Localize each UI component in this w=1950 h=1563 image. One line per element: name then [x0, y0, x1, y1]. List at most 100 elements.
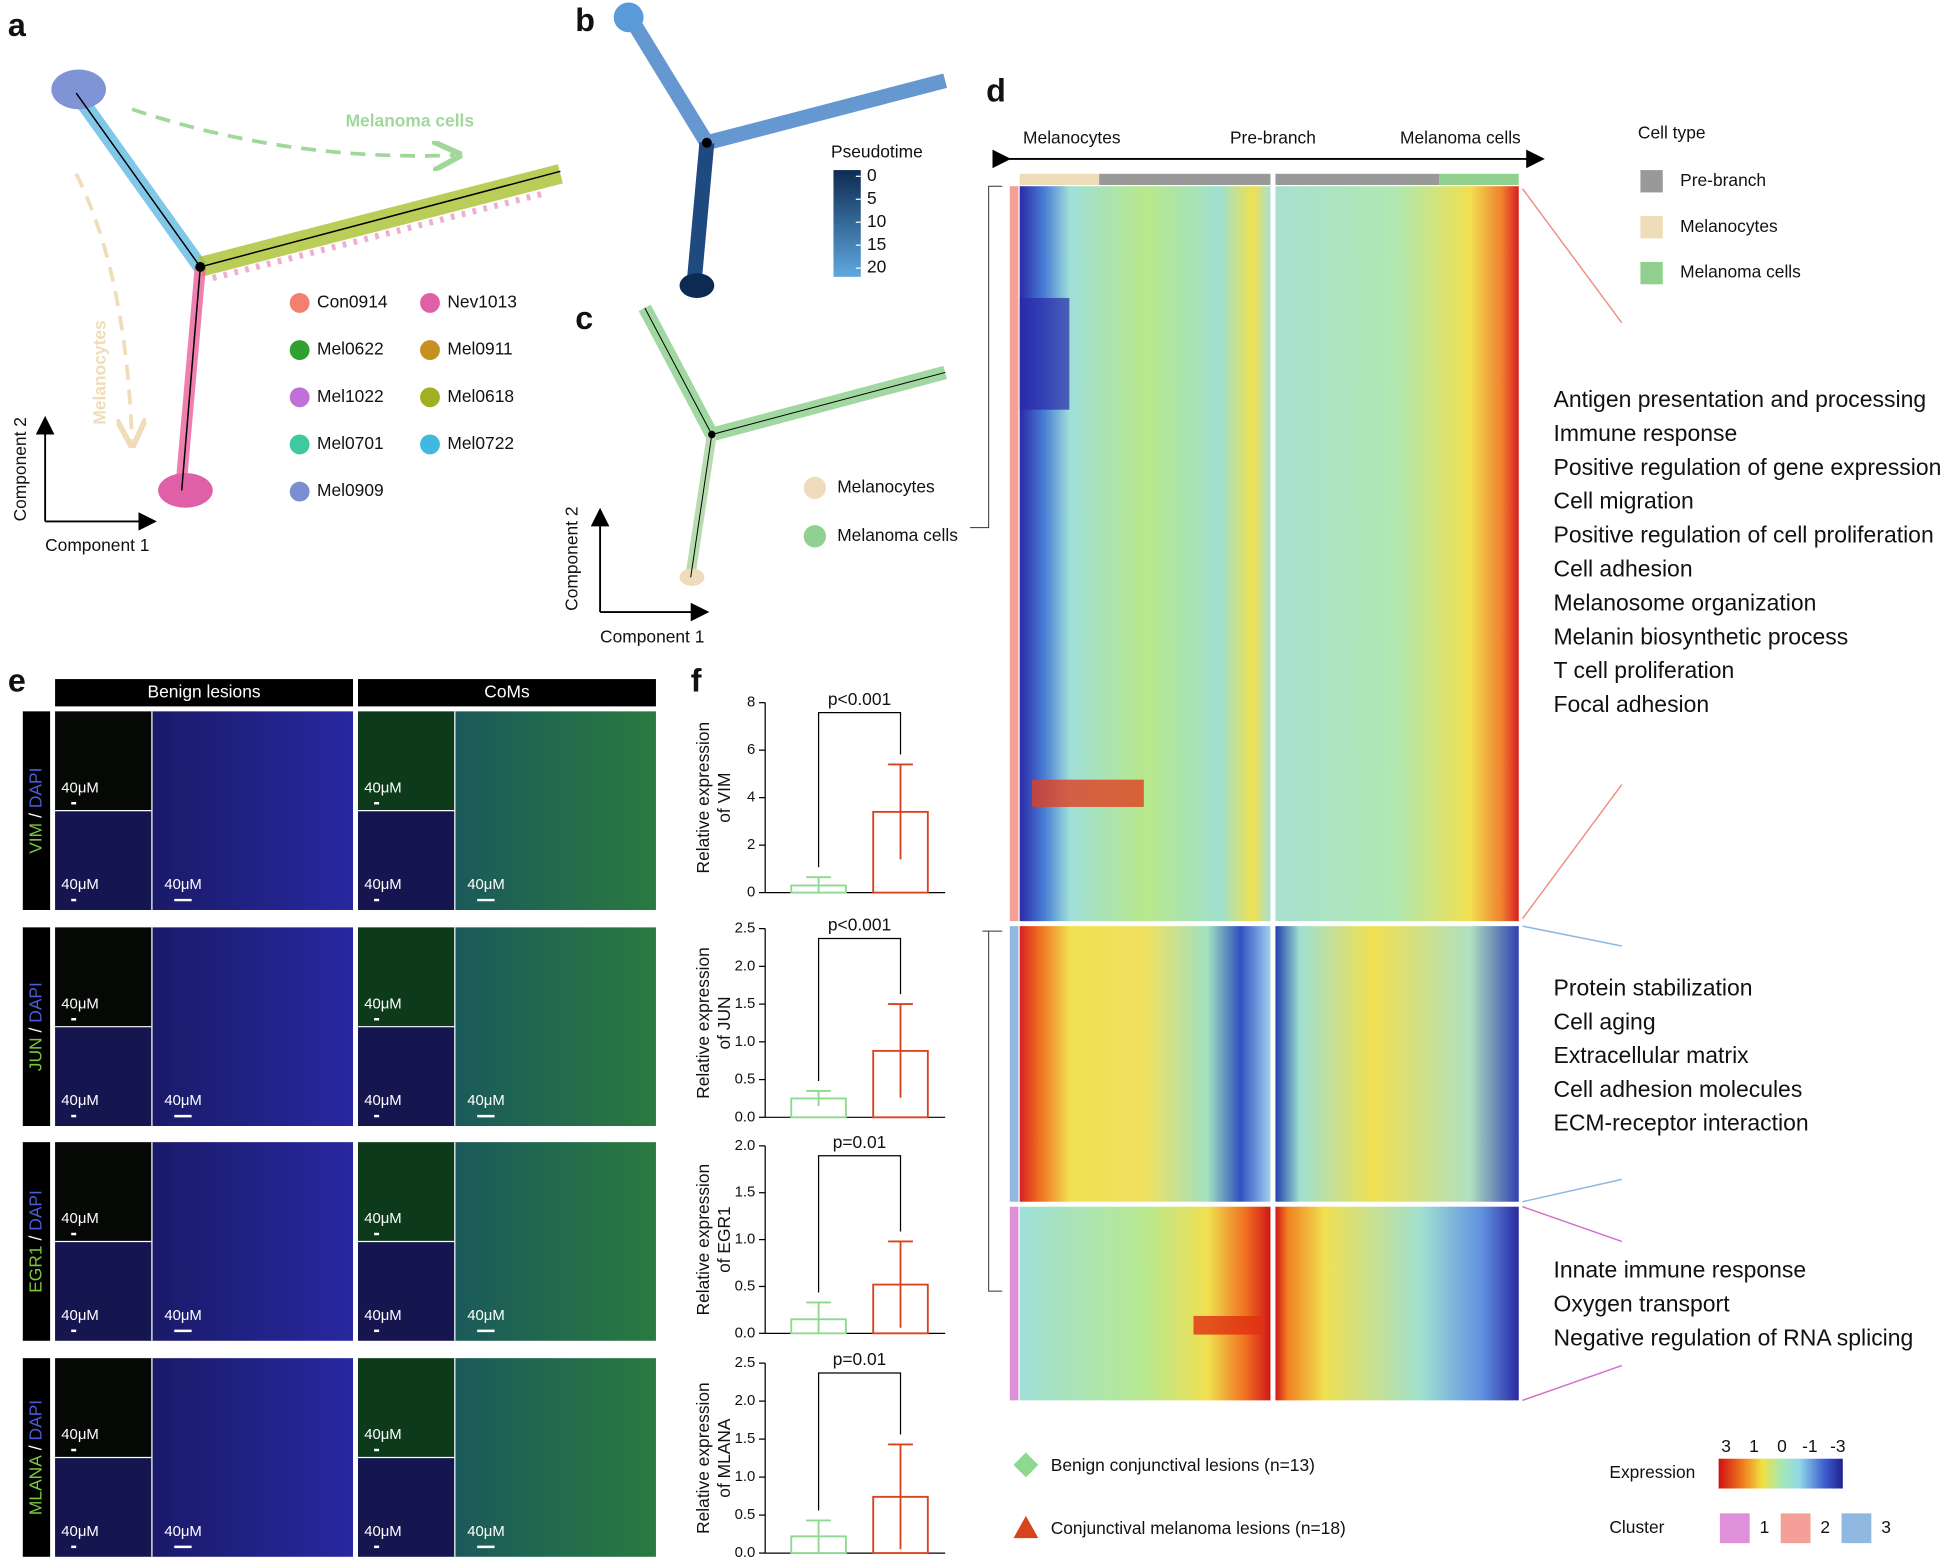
row-header: [22, 927, 51, 1127]
micrograph-green: [357, 1358, 455, 1458]
row-header-label: MLANA / DAPI: [25, 1400, 45, 1515]
y-tick-label: 0.5: [735, 1072, 756, 1088]
scale-bar-label: 40μM: [164, 877, 202, 893]
error-bar: [888, 1003, 913, 1098]
panel-label: a: [8, 7, 27, 43]
row-header-label: JUN / DAPI: [25, 982, 45, 1071]
error-bar: [888, 763, 913, 860]
legend-label: Mel0911: [447, 339, 512, 359]
micrograph-green: [55, 927, 152, 1027]
legend-swatch: [1841, 1513, 1872, 1544]
micrograph-green: [55, 1142, 152, 1242]
row-header-part: DAPI: [25, 982, 45, 1023]
legend-dot: [803, 476, 827, 500]
micrograph-merge: [454, 927, 656, 1127]
p-value: p=0.01: [833, 1349, 887, 1369]
panel-label: d: [986, 73, 1006, 109]
y-tick-label: 0.0: [735, 1545, 756, 1561]
cell-type-bar: [1275, 173, 1440, 185]
y-tick-label: 8: [747, 695, 755, 711]
error-bar: [888, 1240, 913, 1328]
panel-label: e: [8, 662, 26, 698]
y-tick-label: 1.5: [735, 1185, 756, 1201]
legend-dot: [289, 292, 310, 313]
micrograph-dapi: [55, 1026, 152, 1127]
micrograph-merge: [454, 711, 656, 910]
colorbar-tick-label: 5: [867, 188, 877, 208]
row-header-part: DAPI: [25, 768, 45, 809]
pathway-term: Extracellular matrix: [1554, 1042, 1750, 1068]
pathway-term: Focal adhesion: [1554, 691, 1710, 717]
micrograph-dapi: [357, 1026, 455, 1127]
y-axis-label: Component 2: [561, 506, 581, 610]
x-axis-label: Component 1: [600, 627, 704, 647]
x-axis-label: Component 1: [45, 535, 149, 555]
legend-label: 3: [1881, 1517, 1891, 1537]
error-bar: [806, 876, 831, 893]
legend-dot: [289, 340, 310, 361]
y-axis-label: Component 2: [10, 417, 30, 521]
legend-label: Benign conjunctival lesions (n=13): [1051, 1455, 1315, 1475]
y-tick-label: 4: [747, 790, 755, 806]
colorbar-tick-label: 15: [867, 234, 886, 254]
legend-dot: [803, 525, 827, 548]
y-tick-label: 0: [747, 885, 755, 901]
row-header-part: MLANA: [25, 1455, 45, 1515]
legend-label: Mel0622: [317, 339, 384, 359]
scale-bar-label: 40μM: [364, 1093, 402, 1109]
colorbar-tick-label: 20: [867, 257, 886, 277]
legend-dot: [289, 481, 310, 502]
y-tick-label: 2: [747, 837, 755, 853]
scale-bar-label: 40μM: [61, 1093, 99, 1109]
micrograph-dapi: [55, 1457, 152, 1557]
row-header-label: VIM / DAPI: [25, 768, 45, 854]
panel-label: b: [575, 2, 595, 38]
micrograph-green: [55, 1358, 152, 1458]
cell-type-bar: [1019, 173, 1100, 185]
header-label: Pre-branch: [1230, 128, 1316, 148]
y-axis-label: Relative expression: [693, 722, 713, 874]
micrograph-merge: [151, 927, 354, 1127]
y-tick-label: 1.0: [735, 1232, 756, 1248]
legend-dot: [420, 292, 440, 313]
micrograph-dapi: [357, 1457, 455, 1557]
row-header-part: EGR1: [25, 1245, 45, 1292]
legend-label: Nev1013: [447, 292, 517, 312]
y-axis-label: Relative expression: [693, 1164, 713, 1316]
scale-bar-label: 40μM: [467, 1093, 505, 1109]
legend-label: Melanocytes: [837, 476, 935, 496]
row-header-label: EGR1 / DAPI: [25, 1190, 45, 1293]
legend-tick-label: 1: [1749, 1436, 1759, 1456]
legend-title: Expression: [1609, 1462, 1695, 1482]
legend-tick-label: -1: [1802, 1436, 1817, 1456]
micrograph-merge: [454, 1142, 656, 1341]
scale-bar-label: 40μM: [467, 877, 505, 893]
row-header-part: /: [25, 1445, 45, 1450]
scale-bar-label: 40μM: [467, 1524, 505, 1540]
legend-label: Mel0701: [317, 433, 384, 453]
micrograph-dapi: [55, 810, 152, 910]
legend-label: Melanoma cells: [837, 525, 958, 545]
micrograph-merge: [151, 1358, 354, 1557]
scale-bar-label: 40μM: [61, 996, 99, 1012]
legend-title: Cell type: [1638, 123, 1706, 143]
legend-label: Melanocytes: [1680, 216, 1778, 236]
row-header-part: /: [25, 813, 45, 818]
legend-marker: [1013, 1515, 1039, 1539]
row-header: [22, 1358, 51, 1557]
micrograph-dapi: [55, 1241, 152, 1341]
legend-label: Pre-branch: [1680, 170, 1766, 190]
legend-tick-label: -3: [1830, 1436, 1845, 1456]
row-header-part: /: [25, 1235, 45, 1240]
legend-tick-label: 0: [1777, 1436, 1787, 1456]
y-tick-label: 1.5: [735, 996, 756, 1012]
y-axis-label: of MLANA: [714, 1418, 734, 1498]
scale-bar-label: 40μM: [364, 877, 402, 893]
y-tick-label: 6: [747, 742, 755, 758]
pathway-term: Cell migration: [1554, 488, 1694, 514]
micrograph-green: [357, 711, 455, 811]
scale-bar-label: 40μM: [61, 1308, 99, 1324]
micrograph-dapi: [357, 1241, 455, 1341]
micrograph-green: [357, 927, 455, 1027]
scale-bar-label: 40μM: [364, 1308, 402, 1324]
